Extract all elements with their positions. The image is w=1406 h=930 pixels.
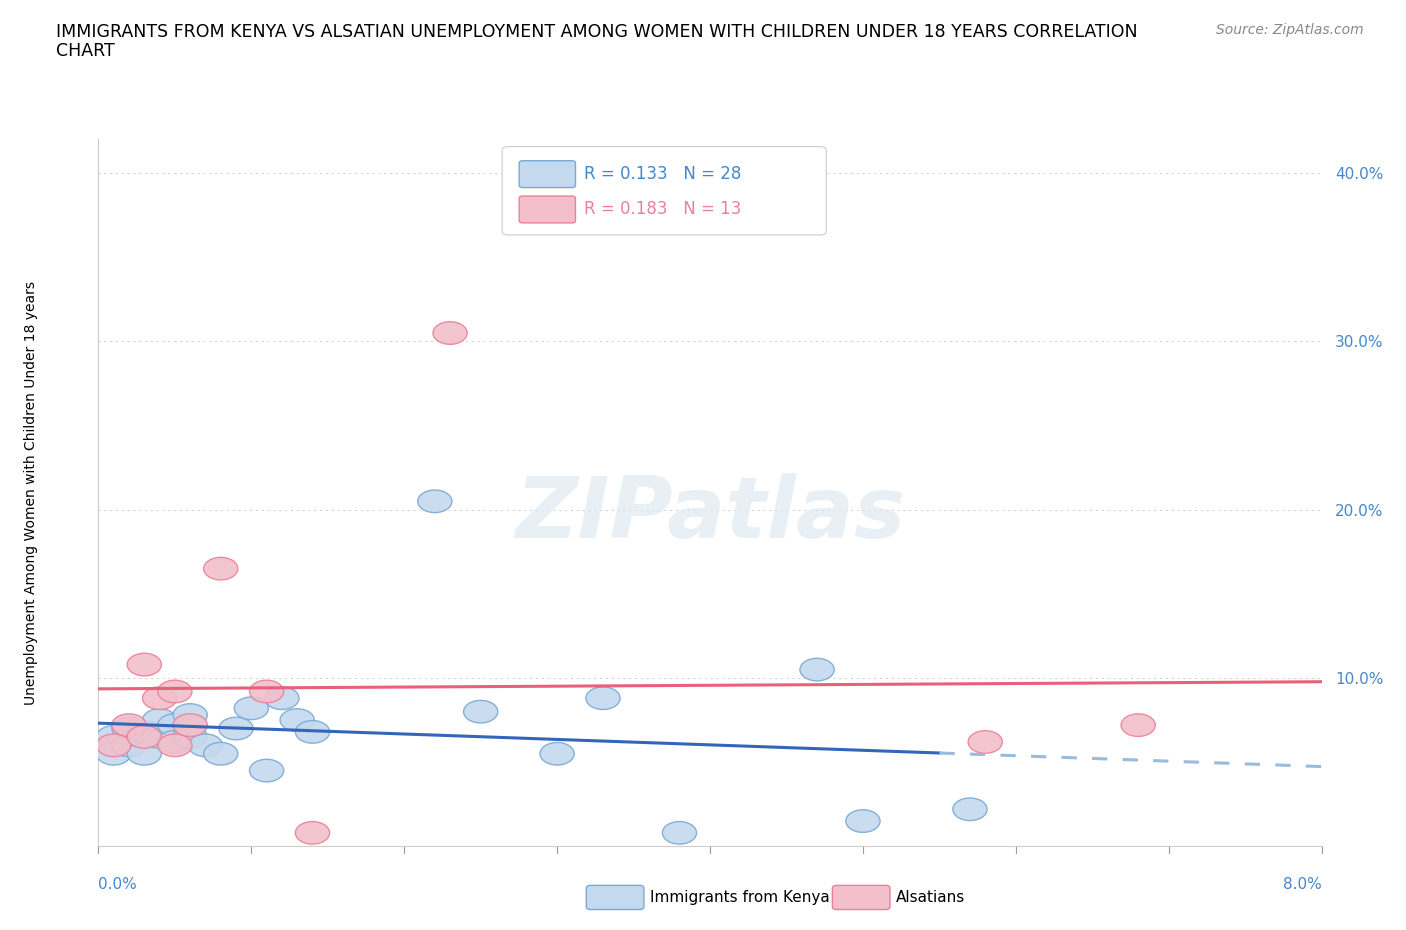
Ellipse shape: [1121, 714, 1156, 737]
Ellipse shape: [464, 700, 498, 723]
Ellipse shape: [188, 734, 222, 757]
Ellipse shape: [127, 742, 162, 765]
Text: 8.0%: 8.0%: [1282, 877, 1322, 892]
Text: CHART: CHART: [56, 42, 115, 60]
Ellipse shape: [112, 734, 146, 757]
Ellipse shape: [157, 731, 193, 753]
Ellipse shape: [969, 731, 1002, 753]
Ellipse shape: [204, 557, 238, 580]
Ellipse shape: [953, 798, 987, 820]
Ellipse shape: [586, 687, 620, 710]
FancyBboxPatch shape: [519, 161, 575, 188]
Ellipse shape: [249, 759, 284, 782]
Ellipse shape: [295, 721, 329, 743]
Ellipse shape: [127, 653, 162, 676]
Text: 0.0%: 0.0%: [98, 877, 138, 892]
Ellipse shape: [249, 680, 284, 703]
Ellipse shape: [157, 680, 193, 703]
Ellipse shape: [127, 721, 162, 743]
Ellipse shape: [295, 821, 329, 844]
Ellipse shape: [142, 725, 177, 749]
Ellipse shape: [433, 322, 467, 344]
Ellipse shape: [142, 709, 177, 731]
Ellipse shape: [219, 717, 253, 739]
Ellipse shape: [157, 734, 193, 757]
Text: R = 0.183   N = 13: R = 0.183 N = 13: [583, 201, 741, 219]
Ellipse shape: [662, 821, 696, 844]
Ellipse shape: [173, 704, 207, 726]
Text: Alsatians: Alsatians: [896, 890, 965, 905]
Ellipse shape: [280, 709, 315, 731]
Ellipse shape: [112, 714, 146, 737]
Ellipse shape: [173, 725, 207, 749]
Text: Unemployment Among Women with Children Under 18 years: Unemployment Among Women with Children U…: [24, 281, 38, 705]
Ellipse shape: [157, 714, 193, 737]
Text: IMMIGRANTS FROM KENYA VS ALSATIAN UNEMPLOYMENT AMONG WOMEN WITH CHILDREN UNDER 1: IMMIGRANTS FROM KENYA VS ALSATIAN UNEMPL…: [56, 23, 1137, 41]
Ellipse shape: [112, 717, 146, 739]
Ellipse shape: [846, 810, 880, 832]
Ellipse shape: [97, 742, 131, 765]
Ellipse shape: [204, 742, 238, 765]
Ellipse shape: [97, 725, 131, 749]
Text: Immigrants from Kenya: Immigrants from Kenya: [650, 890, 830, 905]
Ellipse shape: [173, 714, 207, 737]
Ellipse shape: [540, 742, 574, 765]
FancyBboxPatch shape: [519, 196, 575, 223]
Text: R = 0.133   N = 28: R = 0.133 N = 28: [583, 166, 741, 183]
Ellipse shape: [418, 490, 451, 512]
FancyBboxPatch shape: [502, 147, 827, 235]
Ellipse shape: [97, 734, 131, 757]
Ellipse shape: [800, 658, 834, 681]
Text: Source: ZipAtlas.com: Source: ZipAtlas.com: [1216, 23, 1364, 37]
Ellipse shape: [235, 697, 269, 720]
Ellipse shape: [264, 687, 299, 710]
Text: ZIPatlas: ZIPatlas: [515, 472, 905, 555]
Ellipse shape: [127, 725, 162, 749]
Ellipse shape: [142, 687, 177, 710]
